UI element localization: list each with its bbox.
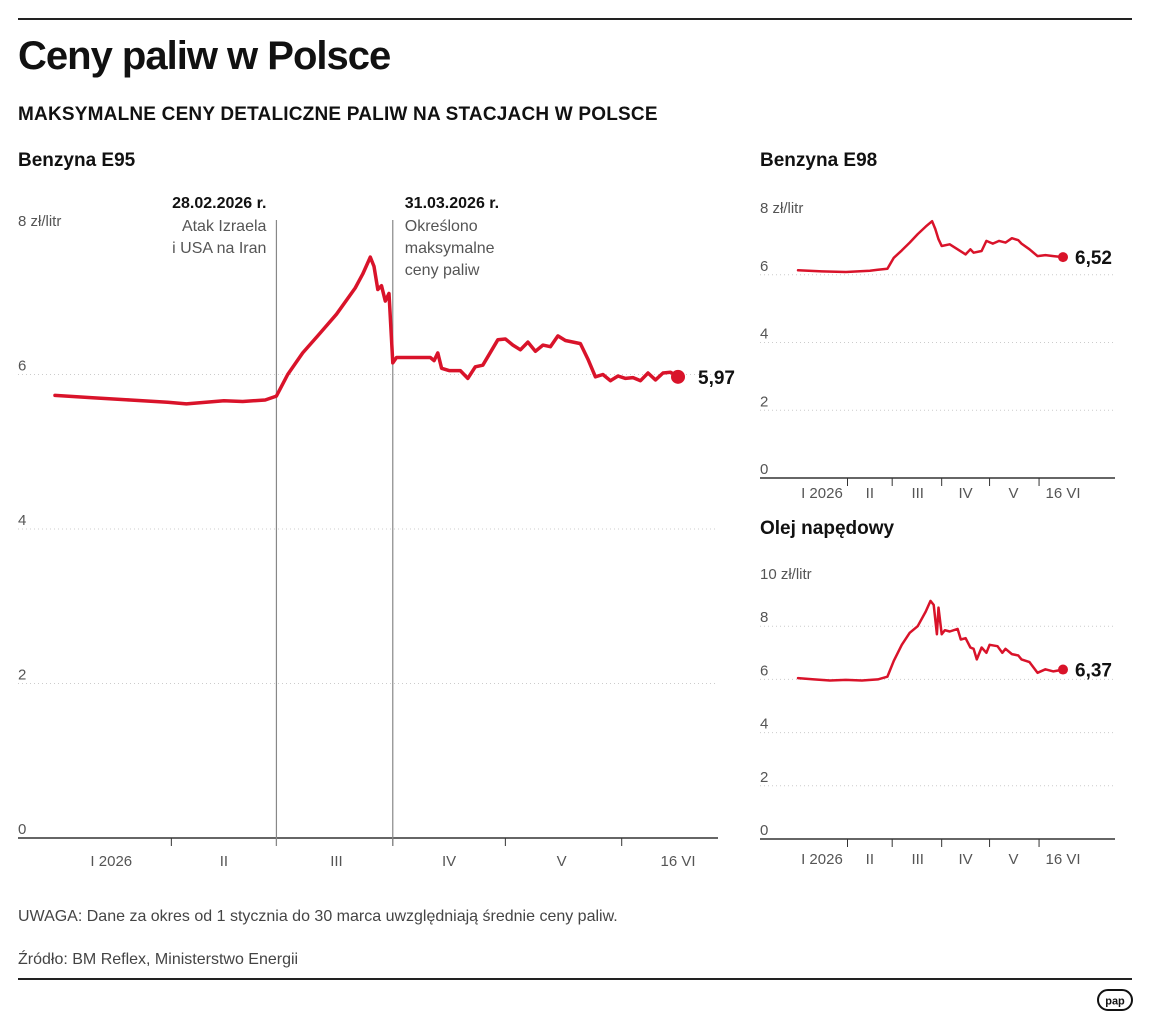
end-value-label: 6,37 — [1075, 661, 1112, 682]
x-tick-label: I 2026 — [801, 485, 843, 502]
page-subtitle: MAKSYMALNE CENY DETALICZNE PALIW NA STAC… — [18, 104, 658, 125]
footnote: UWAGA: Dane za okres od 1 stycznia do 30… — [18, 908, 618, 925]
x-tick-label: II — [220, 853, 228, 870]
y-tick-label: 4 — [760, 716, 768, 733]
x-tick-label: 16 VI — [1045, 485, 1080, 502]
y-tick-label: 6 — [18, 358, 26, 375]
unit-label: 10 zł/litr — [760, 566, 812, 583]
event-text: i USA na Iran — [172, 240, 266, 257]
event-text: ceny paliw — [405, 262, 480, 279]
x-tick-label: V — [557, 853, 567, 870]
unit-label: 8 zł/litr — [18, 213, 61, 230]
x-tick-label: III — [330, 853, 343, 870]
unit-label: 8 zł/litr — [760, 200, 803, 217]
price-line — [53, 255, 680, 406]
y-tick-label: 0 — [760, 822, 768, 839]
end-point — [1058, 664, 1068, 675]
x-tick-label: IV — [442, 853, 456, 870]
y-tick-label: 0 — [760, 461, 768, 478]
end-value-label: 5,97 — [698, 368, 735, 389]
x-tick-label: I 2026 — [90, 853, 132, 870]
e95-title: Benzyna E95 — [18, 150, 136, 171]
event-text: maksymalne — [405, 240, 495, 257]
y-tick-label: 2 — [760, 769, 768, 786]
logo-text: pap — [1105, 996, 1125, 1008]
y-tick-label: 6 — [760, 662, 768, 679]
event-date: 31.03.2026 r. — [405, 195, 499, 212]
top-rule — [18, 18, 1132, 20]
y-tick-label: 0 — [18, 821, 26, 838]
y-tick-label: 2 — [760, 393, 768, 410]
page-title: Ceny paliw w Polsce — [18, 34, 391, 78]
event-text: Określono — [405, 218, 478, 235]
y-tick-label: 6 — [760, 258, 768, 275]
x-tick-label: V — [1009, 485, 1019, 502]
end-value-label: 6,52 — [1075, 248, 1112, 269]
x-tick-label: 16 VI — [660, 853, 695, 870]
event-text: Atak Izraela — [182, 218, 267, 235]
diesel-title: Olej napędowy — [760, 518, 895, 539]
x-tick-label: III — [911, 485, 924, 502]
e98-title: Benzyna E98 — [760, 150, 878, 171]
end-point — [1058, 252, 1068, 263]
x-tick-label: II — [866, 851, 874, 868]
source-note: Źródło: BM Reflex, Ministerstwo Energii — [18, 951, 299, 968]
bottom-rule — [18, 978, 1132, 980]
y-tick-label: 8 — [760, 609, 768, 626]
event-date: 28.02.2026 r. — [172, 195, 266, 212]
x-tick-label: IV — [959, 851, 973, 868]
x-tick-label: II — [866, 485, 874, 502]
price-line — [796, 219, 1065, 274]
y-tick-label: 2 — [18, 667, 26, 684]
y-tick-label: 4 — [760, 326, 768, 343]
pap-logo: pap — [1097, 989, 1133, 1011]
end-point — [671, 369, 685, 384]
x-tick-label: IV — [959, 485, 973, 502]
y-tick-label: 4 — [18, 512, 26, 529]
price-line — [796, 599, 1065, 682]
x-tick-label: I 2026 — [801, 851, 843, 868]
x-tick-label: V — [1009, 851, 1019, 868]
x-tick-label: 16 VI — [1045, 851, 1080, 868]
x-tick-label: III — [911, 851, 924, 868]
